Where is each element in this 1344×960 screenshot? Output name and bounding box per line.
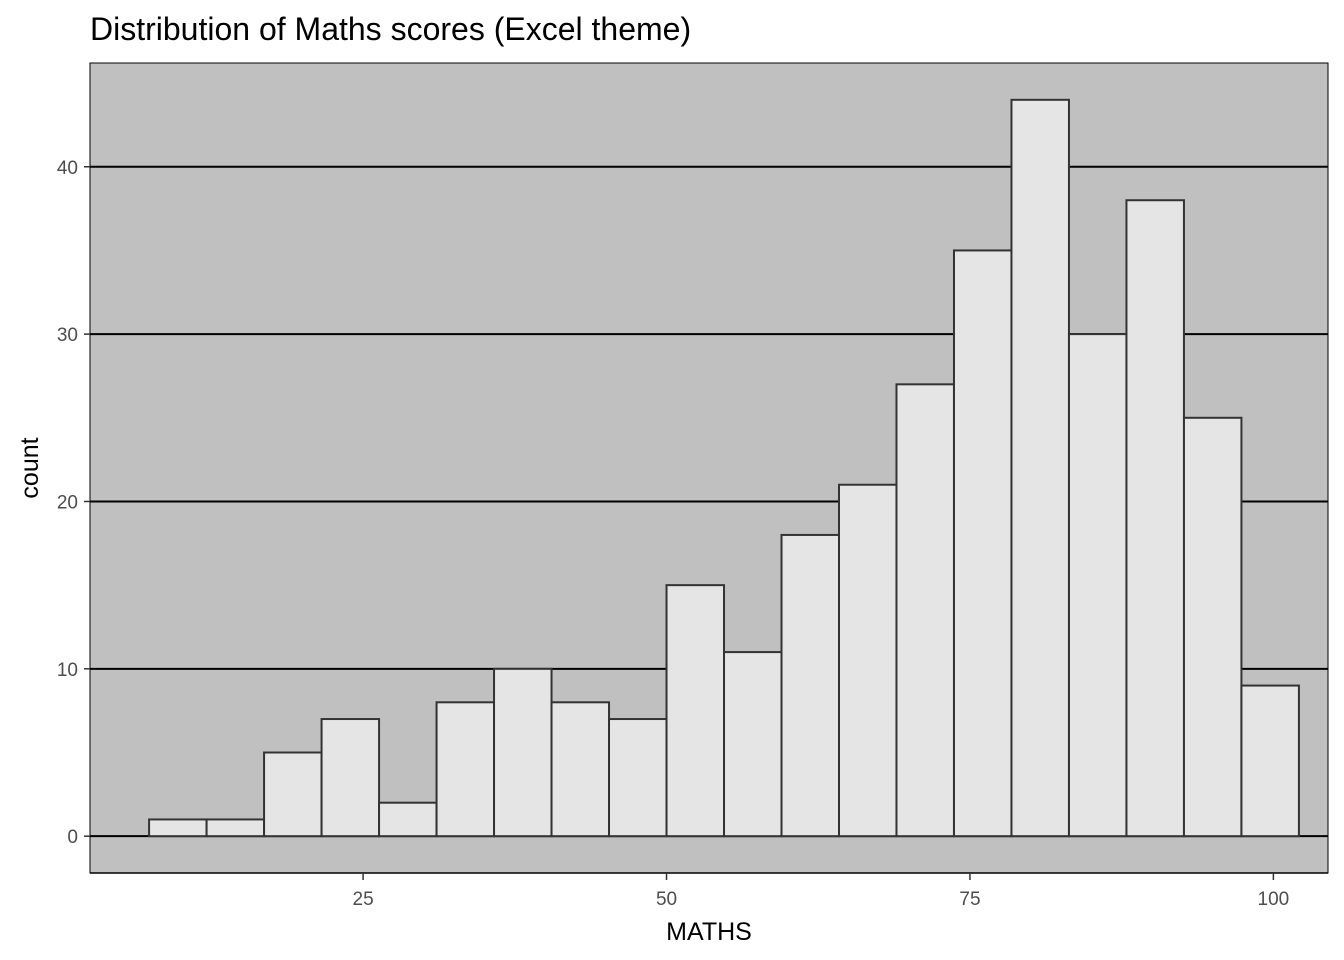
histogram-bar xyxy=(1067,333,1128,838)
histogram-bars xyxy=(148,98,1300,838)
x-tick-label: 100 xyxy=(1258,889,1290,910)
histogram-bar xyxy=(320,718,381,838)
histogram-bar xyxy=(493,667,553,838)
histogram-bar xyxy=(378,801,438,838)
y-tick-label: 30 xyxy=(57,325,78,346)
x-tick-label: 75 xyxy=(959,889,980,910)
histogram-bar xyxy=(665,584,726,838)
histogram-bar xyxy=(838,483,898,838)
histogram-bar xyxy=(895,383,955,838)
histogram-bar xyxy=(608,718,668,838)
x-axis-title: MATHS xyxy=(666,918,752,946)
y-tick-label: 20 xyxy=(57,492,78,513)
chart-title: Distribution of Maths scores (Excel them… xyxy=(90,11,691,47)
histogram-bar xyxy=(205,818,266,838)
histogram-bar xyxy=(1010,98,1070,838)
y-tick-label: 10 xyxy=(57,660,78,681)
histogram-bar xyxy=(1240,684,1300,838)
histogram-bar xyxy=(1182,416,1243,838)
y-tick-label: 40 xyxy=(57,158,78,179)
histogram-bar xyxy=(148,818,208,838)
histogram-bar xyxy=(723,651,783,838)
y-axis-ticks: 0 10 20 30 40 xyxy=(57,158,90,848)
y-axis-title: count xyxy=(16,437,44,498)
histogram-bar xyxy=(550,701,611,838)
histogram-bar xyxy=(435,701,496,838)
x-axis-ticks: 25 50 75 100 xyxy=(353,873,1290,910)
histogram-bar xyxy=(1125,199,1185,838)
histogram-bar xyxy=(780,533,841,838)
x-tick-label: 25 xyxy=(353,889,374,910)
histogram-bar xyxy=(263,751,323,838)
histogram-bar xyxy=(952,249,1013,838)
y-tick-label: 0 xyxy=(67,827,78,848)
x-tick-label: 50 xyxy=(656,889,677,910)
